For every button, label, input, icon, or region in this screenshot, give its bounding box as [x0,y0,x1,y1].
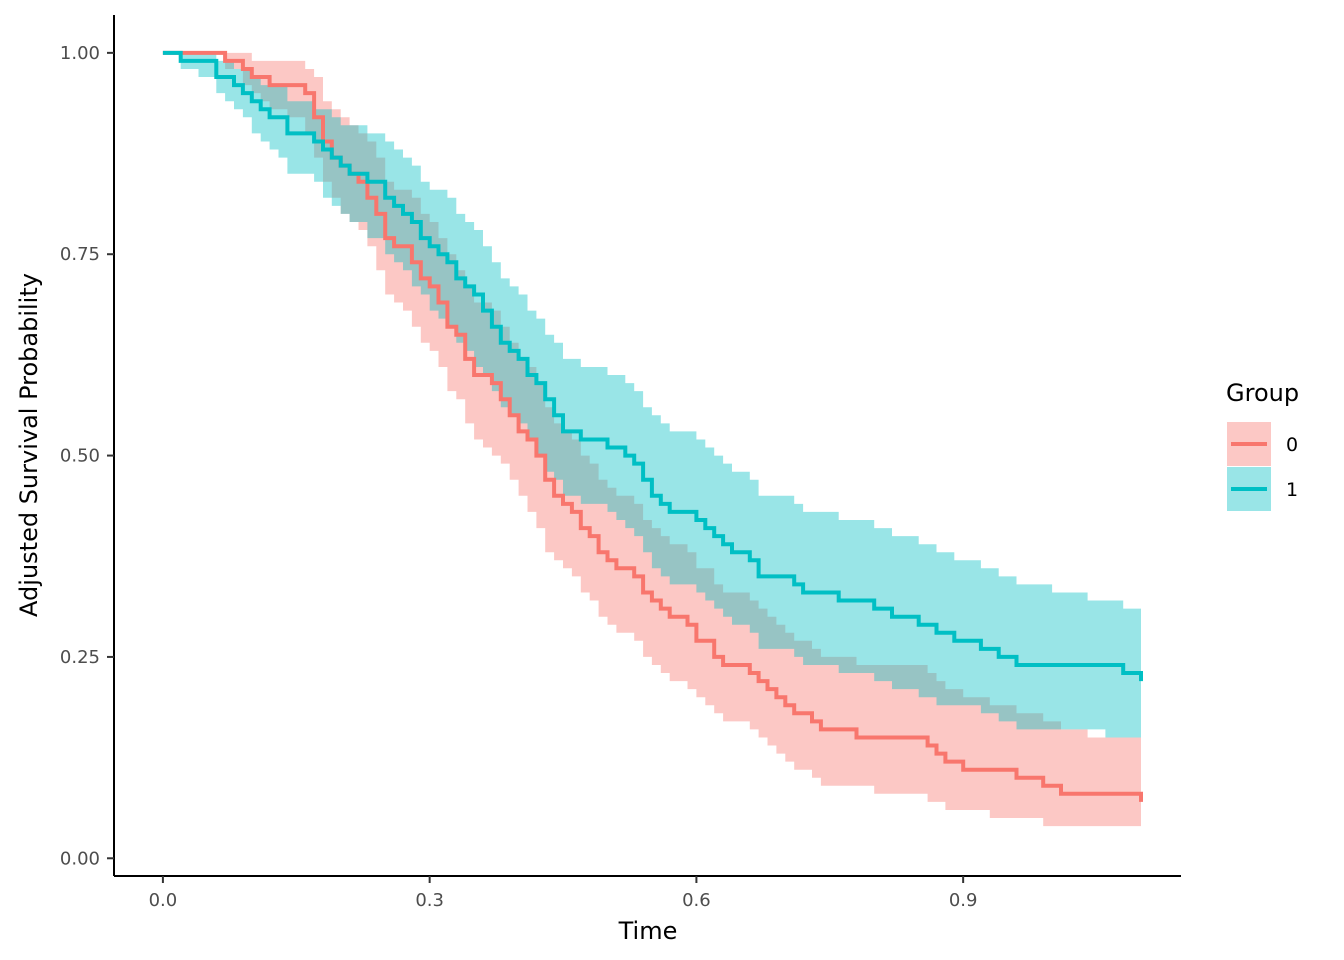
legend-label: 0 [1286,434,1298,456]
y-tick-label: 0.75 [60,244,100,265]
x-axis-ticks: 0.0 0.3 0.6 0.9 [149,876,978,911]
x-tick-label: 0.0 [149,890,178,911]
legend: Group 01 [1226,379,1299,511]
y-tick-label: 1.00 [60,43,100,64]
y-tick-label: 0.00 [60,848,100,869]
legend-label: 1 [1286,479,1298,501]
confidence-band-group-1 [162,52,1141,746]
y-tick-label: 0.25 [60,647,100,668]
legend-key-group-1: 1 [1227,467,1298,511]
y-axis-ticks: 0.00 0.25 0.50 0.75 1.00 [60,43,114,869]
x-tick-label: 0.9 [949,890,978,911]
survival-curve-group-1 [162,50,1143,682]
survival-curves [162,50,1143,802]
legend-key-group-0: 0 [1227,422,1298,466]
x-tick-label: 0.6 [682,890,711,911]
y-tick-label: 0.50 [60,446,100,467]
legend-keys: 01 [1227,422,1298,511]
legend-title: Group [1226,379,1299,407]
y-axis-title: Adjusted Survival Probability [15,273,43,617]
x-axis-title: Time [618,917,678,945]
x-tick-label: 0.3 [415,890,444,911]
